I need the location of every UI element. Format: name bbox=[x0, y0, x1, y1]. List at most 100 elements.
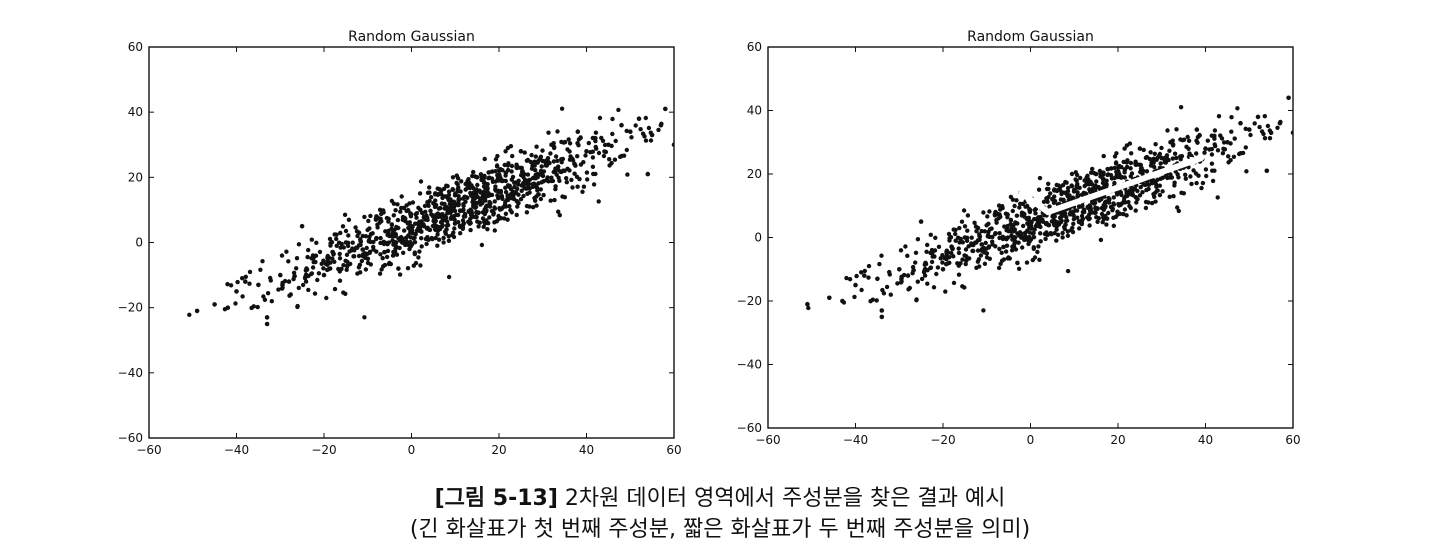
data-point bbox=[1085, 204, 1090, 210]
data-point bbox=[228, 283, 234, 288]
data-point bbox=[1148, 163, 1154, 168]
data-point bbox=[1023, 204, 1028, 209]
data-point bbox=[339, 266, 344, 272]
data-point bbox=[541, 192, 546, 198]
data-point bbox=[560, 194, 565, 199]
data-point bbox=[350, 240, 355, 245]
data-point bbox=[1084, 175, 1089, 181]
data-point bbox=[296, 242, 302, 247]
data-point bbox=[1143, 182, 1148, 188]
data-point bbox=[1165, 128, 1170, 133]
data-point bbox=[460, 225, 466, 230]
data-point bbox=[503, 189, 509, 195]
data-point bbox=[905, 273, 911, 278]
data-point bbox=[507, 204, 512, 209]
data-point bbox=[1209, 152, 1215, 157]
data-point bbox=[414, 211, 420, 216]
data-point bbox=[1095, 219, 1100, 224]
data-point bbox=[1157, 151, 1163, 157]
data-point bbox=[978, 253, 984, 258]
data-point bbox=[928, 265, 934, 270]
data-point bbox=[609, 160, 614, 166]
data-point bbox=[975, 248, 981, 253]
data-point bbox=[554, 172, 559, 177]
data-point bbox=[1018, 201, 1023, 206]
data-point bbox=[489, 208, 495, 214]
data-point bbox=[392, 239, 397, 245]
data-point bbox=[987, 227, 993, 232]
x-tick-label: 0 bbox=[1027, 433, 1035, 447]
data-point bbox=[470, 173, 475, 179]
data-point bbox=[356, 230, 362, 235]
data-point bbox=[1087, 212, 1092, 217]
data-point bbox=[389, 222, 395, 228]
data-point bbox=[378, 252, 383, 257]
data-point bbox=[540, 158, 546, 164]
data-point bbox=[628, 129, 633, 134]
data-point bbox=[906, 287, 911, 292]
data-point bbox=[408, 212, 413, 217]
data-point bbox=[371, 247, 376, 252]
data-point bbox=[938, 256, 943, 261]
data-point bbox=[1027, 234, 1032, 240]
data-point bbox=[903, 244, 908, 249]
x-tick-label: −60 bbox=[755, 433, 780, 447]
data-point bbox=[240, 294, 245, 299]
data-point bbox=[287, 293, 292, 298]
data-point bbox=[1146, 182, 1152, 187]
data-point bbox=[303, 279, 309, 284]
data-point bbox=[567, 141, 573, 146]
data-point bbox=[1134, 162, 1140, 167]
data-point bbox=[1185, 134, 1190, 140]
data-point bbox=[443, 231, 448, 236]
data-point bbox=[430, 236, 435, 242]
data-point bbox=[559, 106, 565, 111]
data-point bbox=[553, 154, 559, 159]
data-point bbox=[1243, 145, 1249, 150]
data-point bbox=[1213, 143, 1218, 149]
data-point bbox=[386, 261, 391, 267]
data-point bbox=[580, 189, 585, 194]
data-point bbox=[386, 240, 391, 245]
data-point bbox=[1054, 238, 1059, 243]
data-point bbox=[377, 220, 382, 225]
data-point bbox=[264, 321, 270, 327]
data-point bbox=[399, 205, 404, 211]
data-point bbox=[279, 253, 285, 258]
data-point bbox=[1093, 183, 1098, 188]
y-tick-label: 0 bbox=[754, 231, 762, 245]
data-point bbox=[1275, 125, 1280, 130]
data-point bbox=[454, 180, 459, 186]
data-point bbox=[362, 214, 367, 220]
data-point bbox=[527, 186, 533, 191]
data-point bbox=[447, 205, 453, 211]
data-point bbox=[1104, 178, 1109, 183]
data-point bbox=[495, 153, 500, 159]
data-point bbox=[295, 304, 300, 310]
data-point bbox=[525, 172, 531, 177]
data-point bbox=[337, 278, 343, 283]
data-point bbox=[570, 185, 575, 190]
data-point bbox=[435, 243, 440, 248]
data-point bbox=[1137, 193, 1143, 198]
data-point bbox=[1159, 145, 1164, 151]
data-point bbox=[1116, 170, 1121, 175]
data-point bbox=[402, 228, 407, 233]
data-point bbox=[435, 232, 440, 237]
data-point bbox=[956, 272, 962, 277]
data-point bbox=[569, 177, 574, 183]
data-point bbox=[1261, 131, 1266, 137]
data-point bbox=[247, 269, 253, 275]
data-point bbox=[847, 277, 853, 282]
data-point bbox=[596, 199, 601, 204]
data-point bbox=[1203, 167, 1209, 172]
data-point bbox=[866, 263, 872, 269]
data-point bbox=[1290, 130, 1293, 135]
data-point bbox=[492, 220, 497, 225]
data-point bbox=[480, 200, 485, 206]
data-point bbox=[556, 209, 561, 214]
data-point bbox=[606, 142, 611, 148]
data-point bbox=[1199, 185, 1204, 191]
data-point bbox=[1181, 137, 1187, 142]
data-point bbox=[391, 201, 397, 206]
